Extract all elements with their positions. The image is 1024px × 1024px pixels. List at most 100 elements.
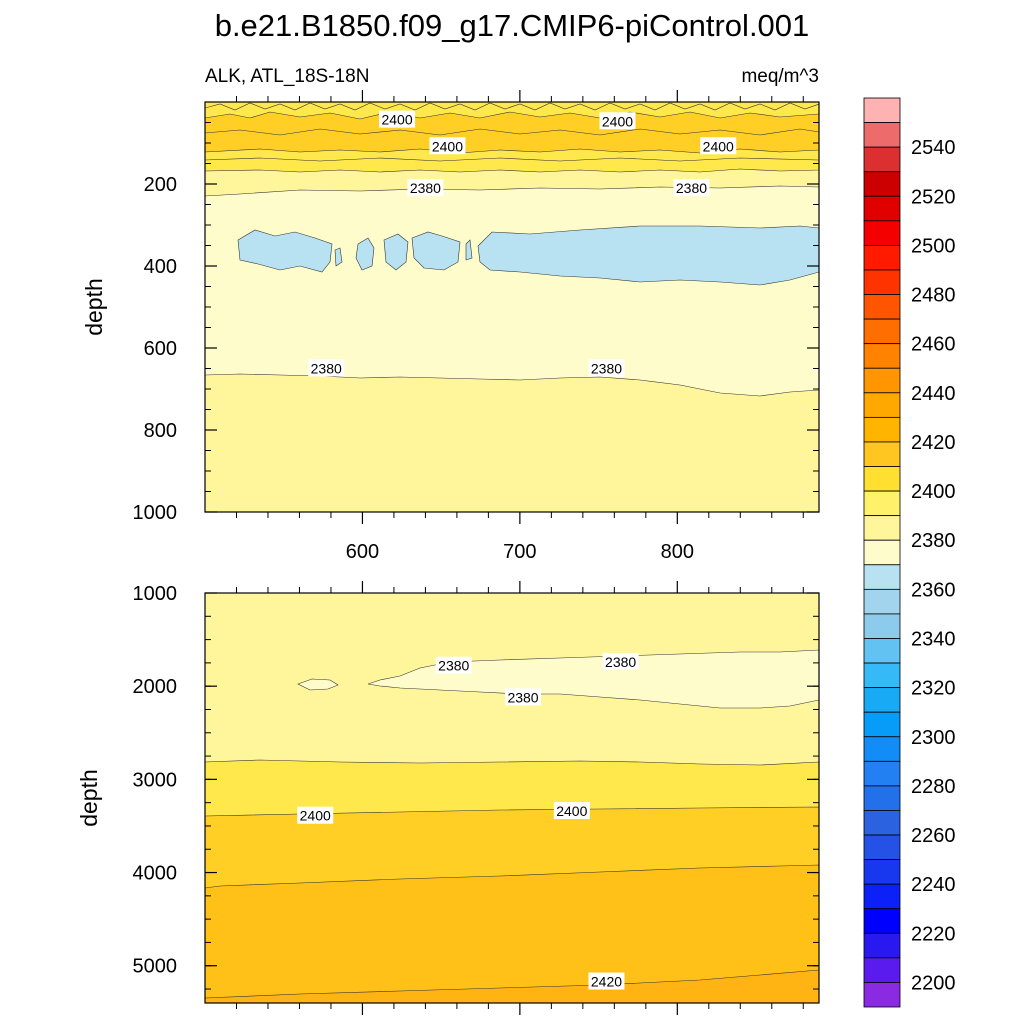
colorbar-boxes [863,97,901,1008]
contour-label-text: 2380 [438,658,469,674]
colorbar-box [863,490,901,517]
colorbar-label: 2440 [911,383,956,405]
colorbar-box [863,638,901,664]
upper-ytick-label: 1000 [133,502,178,524]
colorbar-label: 2480 [911,285,956,307]
colorbar-box [863,245,901,271]
colorbar-label: 2360 [911,579,956,601]
contour-label-bg [553,802,590,820]
colorbar-box [863,859,901,885]
contour-label-bg [407,179,444,197]
upper-contour-lower [205,157,819,162]
contour-label-bg [588,359,625,377]
colorbar-box [863,810,901,836]
lower-ytick-label: 1000 [133,583,178,605]
colorbar-box [863,146,901,173]
upper-panel: 2400 2400 2400 2400 2380 2380 2380 2380 200 400 6… [81,90,820,563]
lower-contour-labels: 2380 2380 2380 2400 2400 2420 [297,652,639,990]
contour-label: 2400 [700,137,737,155]
colorbar-box [863,220,901,246]
contour-label: 2400 [429,137,466,155]
upper-xtick-label: 600 [346,541,379,563]
colorbar-box [863,343,901,369]
colorbar-box [863,122,901,148]
colorbar-box [863,392,901,418]
contour-label-text: 2380 [605,654,636,670]
colorbar-label: 2320 [911,678,956,700]
colorbar-box [863,195,901,222]
colorbar-box [863,932,901,959]
contour-label-text: 2400 [703,138,734,154]
upper-ylabel: depth [81,278,107,336]
colorbar-label: 2520 [911,186,956,208]
lower-ytick-label: 2000 [133,676,178,698]
colorbar-label: 2420 [911,432,956,454]
colorbar-label: 2260 [911,825,956,847]
colorbar-box [863,760,901,787]
contour-label: 2400 [599,112,636,130]
contour-label-text: 2380 [410,180,441,196]
lower-ytick-label: 3000 [133,769,178,791]
upper-ticks: 200 400 600 800 1000 600 700 800 [133,90,819,563]
colorbar-box [863,957,901,983]
colorbar-box [863,982,901,1008]
upper-band-2360 [237,225,819,286]
colorbar-box [863,908,901,934]
contour-label-text: 2400 [556,803,587,819]
contour-label: 2400 [297,806,334,824]
colorbar-box [863,269,901,295]
contour-label-text: 2400 [300,808,331,824]
lower-ytick-label: 4000 [133,863,178,885]
colorbar-box [863,662,901,689]
colorbar-box [863,171,901,197]
contour-label-text: 2420 [591,974,622,990]
contour-label-bg [602,652,639,670]
contour-label-bg [379,110,416,128]
contour-label: 2420 [588,972,625,990]
contour-label-text: 2380 [311,361,342,377]
contour-label: 2380 [602,652,639,670]
contour-label-bg [297,806,334,824]
contour-label: 2380 [673,179,710,197]
upper-contour-mid [205,128,819,136]
lower-frame [204,592,820,1004]
contour-label: 2380 [505,688,542,706]
colorbar-label: 2540 [911,137,956,159]
colorbar-label: 2240 [911,874,956,896]
contour-label-bg [435,656,472,674]
lower-panel: 2380 2380 2380 2400 2400 2420 1000 2000 3000 400… [76,581,820,1015]
colorbar-box [863,466,901,492]
upper-band-2380 [205,185,819,397]
colorbar-box [863,883,901,910]
colorbar-label: 2500 [911,235,956,257]
lower-band-2380-small [297,678,339,691]
lower-plot-area [205,593,819,1003]
contour-label-bg [700,137,737,155]
colorbar-box [863,294,901,320]
colorbar-box [863,834,901,860]
contour-label-bg [429,137,466,155]
colorbar-box [863,785,901,811]
contour-label-text: 2400 [381,112,412,128]
colorbar-box [863,588,901,615]
contour-label: 2380 [588,359,625,377]
contour-label-text: 2400 [432,138,463,154]
contour-label: 2400 [379,110,416,128]
contour-label: 2380 [308,359,345,377]
contour-label-bg [588,972,625,990]
upper-plot-area [205,102,819,512]
upper-contour-labels: 2400 2400 2400 2400 2380 2380 2380 2380 [308,110,737,377]
colorbar-box [863,441,901,467]
contour-label-text: 2400 [602,113,633,129]
contour-label: 2400 [553,802,590,820]
colorbar-box [863,367,901,394]
chart-title: b.e21.B1850.f09_g17.CMIP6-piControl.001 [215,8,810,43]
colorbar-label: 2200 [911,972,956,994]
upper-xtick-label: 800 [661,541,694,563]
contour-label: 2380 [407,179,444,197]
colorbar-label: 2400 [911,481,956,503]
upper-contour-surface [205,102,819,111]
lower-ylabel: depth [76,769,102,827]
lower-ytick-label: 5000 [133,956,178,978]
subtitle-units: meq/m^3 [741,66,819,87]
